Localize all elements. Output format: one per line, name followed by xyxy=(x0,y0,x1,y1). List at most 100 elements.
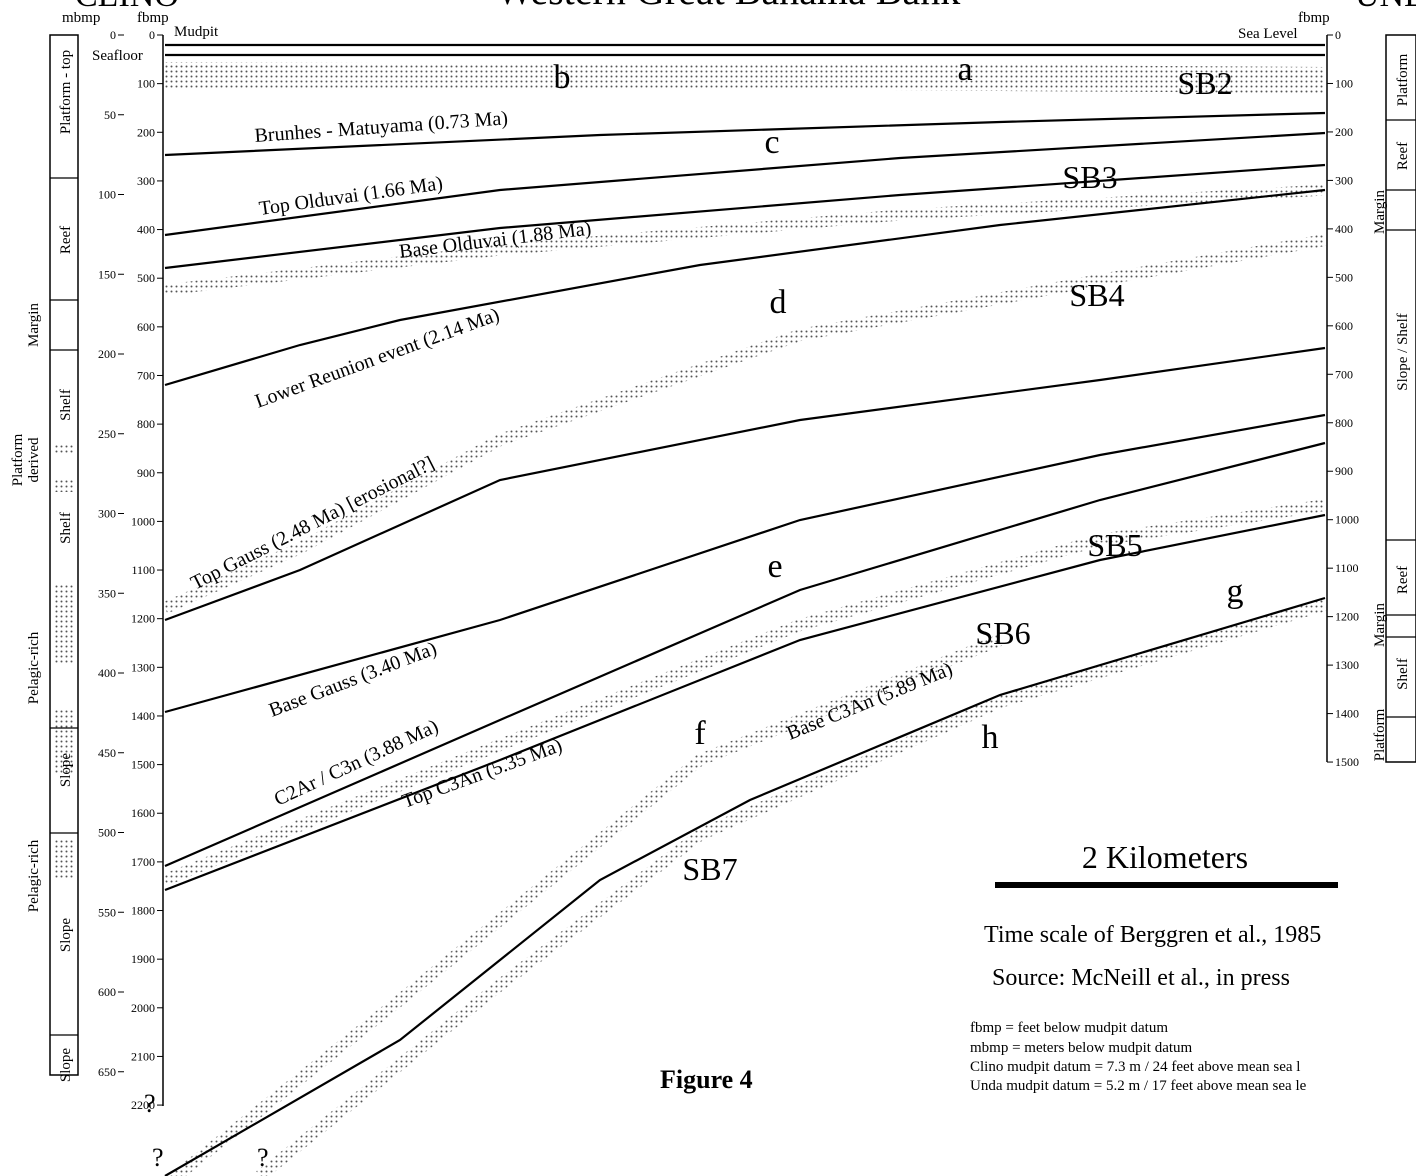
sb-label: SB3 xyxy=(1062,159,1117,195)
tick-label: 2000 xyxy=(131,1001,155,1015)
litho-label: Reef xyxy=(1395,566,1411,594)
tick-label: 1300 xyxy=(1335,658,1359,672)
litho-label: Slope xyxy=(58,753,74,788)
unit-ft-right: fbmp xyxy=(1298,10,1330,26)
right-site: UNDA xyxy=(1355,0,1416,14)
figure-label: Figure 4 xyxy=(660,1065,753,1094)
tick-label: 100 xyxy=(137,77,155,91)
horizons xyxy=(165,45,1325,1176)
horizon-label: Base Olduvai (1.88 Ma) xyxy=(398,218,593,263)
footnote: fbmp = feet below mudpit datum xyxy=(970,1020,1168,1036)
tick-label: 1200 xyxy=(131,612,155,626)
tick-label: 100 xyxy=(1335,76,1353,90)
unit-letter: b xyxy=(554,59,571,96)
litho-label: Slope xyxy=(58,1048,74,1083)
tick-label: 300 xyxy=(137,174,155,188)
footnote: Unda mudpit datum = 5.2 m / 17 feet abov… xyxy=(970,1078,1307,1094)
tick-label: 100 xyxy=(98,188,116,202)
tick-label: 2200 xyxy=(131,1098,155,1112)
sb-label: SB5 xyxy=(1087,527,1142,563)
tick-label: 300 xyxy=(98,507,116,521)
litho-label: Shelf xyxy=(1395,658,1411,690)
tick-label: 600 xyxy=(1335,319,1353,333)
tick-label: 400 xyxy=(98,666,116,680)
footnote: mbmp = meters below mudpit datum xyxy=(970,1040,1193,1056)
tick-label: 900 xyxy=(1335,464,1353,478)
tick-label: 0 xyxy=(1335,28,1341,42)
tick-label: 1100 xyxy=(1335,561,1359,575)
tick-label: 1700 xyxy=(131,855,155,869)
litho-group: Pelagic-rich xyxy=(26,631,42,704)
tick-label: 700 xyxy=(137,368,155,382)
horizon-label: Base Gauss (3.40 Ma) xyxy=(266,637,440,721)
litho-group: Margin xyxy=(26,303,42,347)
mudpit: Mudpit xyxy=(174,24,219,40)
right-column-dividers xyxy=(1386,120,1416,717)
litho-group: derived xyxy=(26,437,42,482)
litho-group: Margin xyxy=(1372,190,1388,234)
unit-letter: f xyxy=(694,715,706,752)
tick-label: 400 xyxy=(137,223,155,237)
horizon-label: Lower Reunion event (2.14 Ma) xyxy=(252,304,502,413)
litho-group: Platform xyxy=(1372,708,1388,761)
footnote: Clino mudpit datum = 7.3 m / 24 feet abo… xyxy=(970,1059,1300,1075)
unit-letter: c xyxy=(764,124,779,161)
tick-label: 350 xyxy=(98,586,116,600)
tick-label: 1000 xyxy=(131,514,155,528)
tick-label: 0 xyxy=(149,28,155,42)
ticks: 0100200300400500600700800900100011001200… xyxy=(98,28,1359,1112)
tick-label: 1400 xyxy=(1335,707,1359,721)
litho-label: Platform - top xyxy=(58,50,74,134)
litho-label: Shelf xyxy=(58,512,74,544)
tick-label: 550 xyxy=(98,905,116,919)
unit-m: mbmp xyxy=(62,10,100,26)
litho-label: Slope / Shelf xyxy=(1395,313,1411,391)
tick-label: 650 xyxy=(98,1065,116,1079)
unit-letter: g xyxy=(1227,573,1244,610)
tick-label: 1400 xyxy=(131,709,155,723)
tick-label: 500 xyxy=(137,271,155,285)
tick-label: 300 xyxy=(1335,173,1353,187)
sb-label: SB6 xyxy=(975,615,1030,651)
tick-label: 200 xyxy=(137,125,155,139)
tick-label: 1300 xyxy=(131,660,155,674)
tick-label: 1100 xyxy=(131,563,155,577)
sb-label: SB4 xyxy=(1069,277,1124,313)
tick-label: 200 xyxy=(98,347,116,361)
unit-ft: fbmp xyxy=(137,10,169,26)
unit-letter: d xyxy=(770,284,787,321)
litho-label: Reef xyxy=(1395,142,1411,170)
tick-label: 800 xyxy=(137,417,155,431)
tick-label: 1900 xyxy=(131,952,155,966)
tick-label: 900 xyxy=(137,466,155,480)
unit-letter: e xyxy=(767,548,782,585)
tick-label: 250 xyxy=(98,427,116,441)
cross-section: CLINO Western Great Bahama Bank UNDA mbm… xyxy=(0,0,1416,1176)
tick-label: 500 xyxy=(1335,270,1353,284)
horizon-label: Top Olduvai (1.66 Ma) xyxy=(258,172,444,220)
sea-level: Sea Level xyxy=(1238,26,1298,42)
tick-label: 400 xyxy=(1335,222,1353,236)
tick-label: 50 xyxy=(104,108,116,122)
tick-label: 200 xyxy=(1335,125,1353,139)
tick-label: 1500 xyxy=(1335,755,1359,769)
litho-label: Reef xyxy=(58,226,74,254)
tick-label: 2100 xyxy=(131,1049,155,1063)
tick-label: 500 xyxy=(98,826,116,840)
litho-group: Margin xyxy=(1372,603,1388,647)
litho-label: Platform xyxy=(1395,53,1411,106)
note: Source: McNeill et al., in press xyxy=(992,965,1290,991)
seafloor: Seafloor xyxy=(92,48,143,64)
note: Time scale of Berggren et al., 1985 xyxy=(984,922,1321,948)
tick-label: 0 xyxy=(110,28,116,42)
left-column-hatch xyxy=(55,445,73,880)
tick-label: 1600 xyxy=(131,806,155,820)
title: Western Great Bahama Bank xyxy=(496,0,960,13)
tick-label: 1000 xyxy=(1335,513,1359,527)
sb-label: SB2 xyxy=(1177,65,1232,101)
scale-label: 2 Kilometers xyxy=(1082,839,1248,875)
tick-label: 450 xyxy=(98,746,116,760)
sequence-boundary-bands xyxy=(165,75,1325,1176)
uncertain: ? xyxy=(257,1143,269,1172)
litho-group: Pelagic-rich xyxy=(26,839,42,912)
